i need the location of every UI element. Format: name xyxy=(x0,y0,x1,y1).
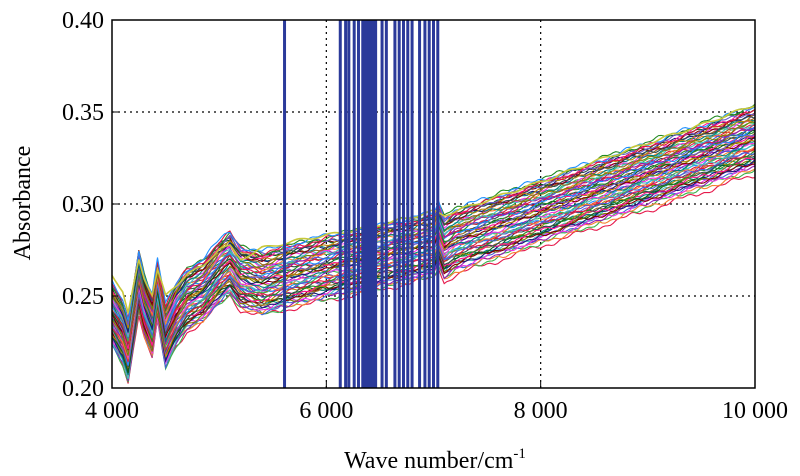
y-axis-label: Absorbance xyxy=(10,146,36,261)
y-tick-label: 0.20 xyxy=(62,376,104,402)
x-axis-label-text: Wave number/cm xyxy=(344,448,514,474)
y-tick-label: 0.40 xyxy=(62,8,104,34)
y-tick-label: 0.35 xyxy=(62,100,104,126)
y-tick-label: 0.30 xyxy=(62,192,104,218)
x-tick-label: 6 000 xyxy=(299,398,353,424)
x-tick-label: 10 000 xyxy=(722,398,788,424)
x-tick-label: 8 000 xyxy=(514,398,568,424)
x-axis-label: Wave number/cm-1 xyxy=(344,446,526,474)
y-tick-label: 0.25 xyxy=(62,284,104,310)
selected-wavenumber-lines xyxy=(283,20,440,388)
x-tick-label: 4 000 xyxy=(85,398,139,424)
y-axis-ticks: 0.20 0.25 0.30 0.35 0.40 xyxy=(62,8,118,402)
x-axis-label-superscript: -1 xyxy=(513,446,526,462)
x-axis-ticks: 4 000 6 000 8 000 10 000 xyxy=(85,382,788,424)
